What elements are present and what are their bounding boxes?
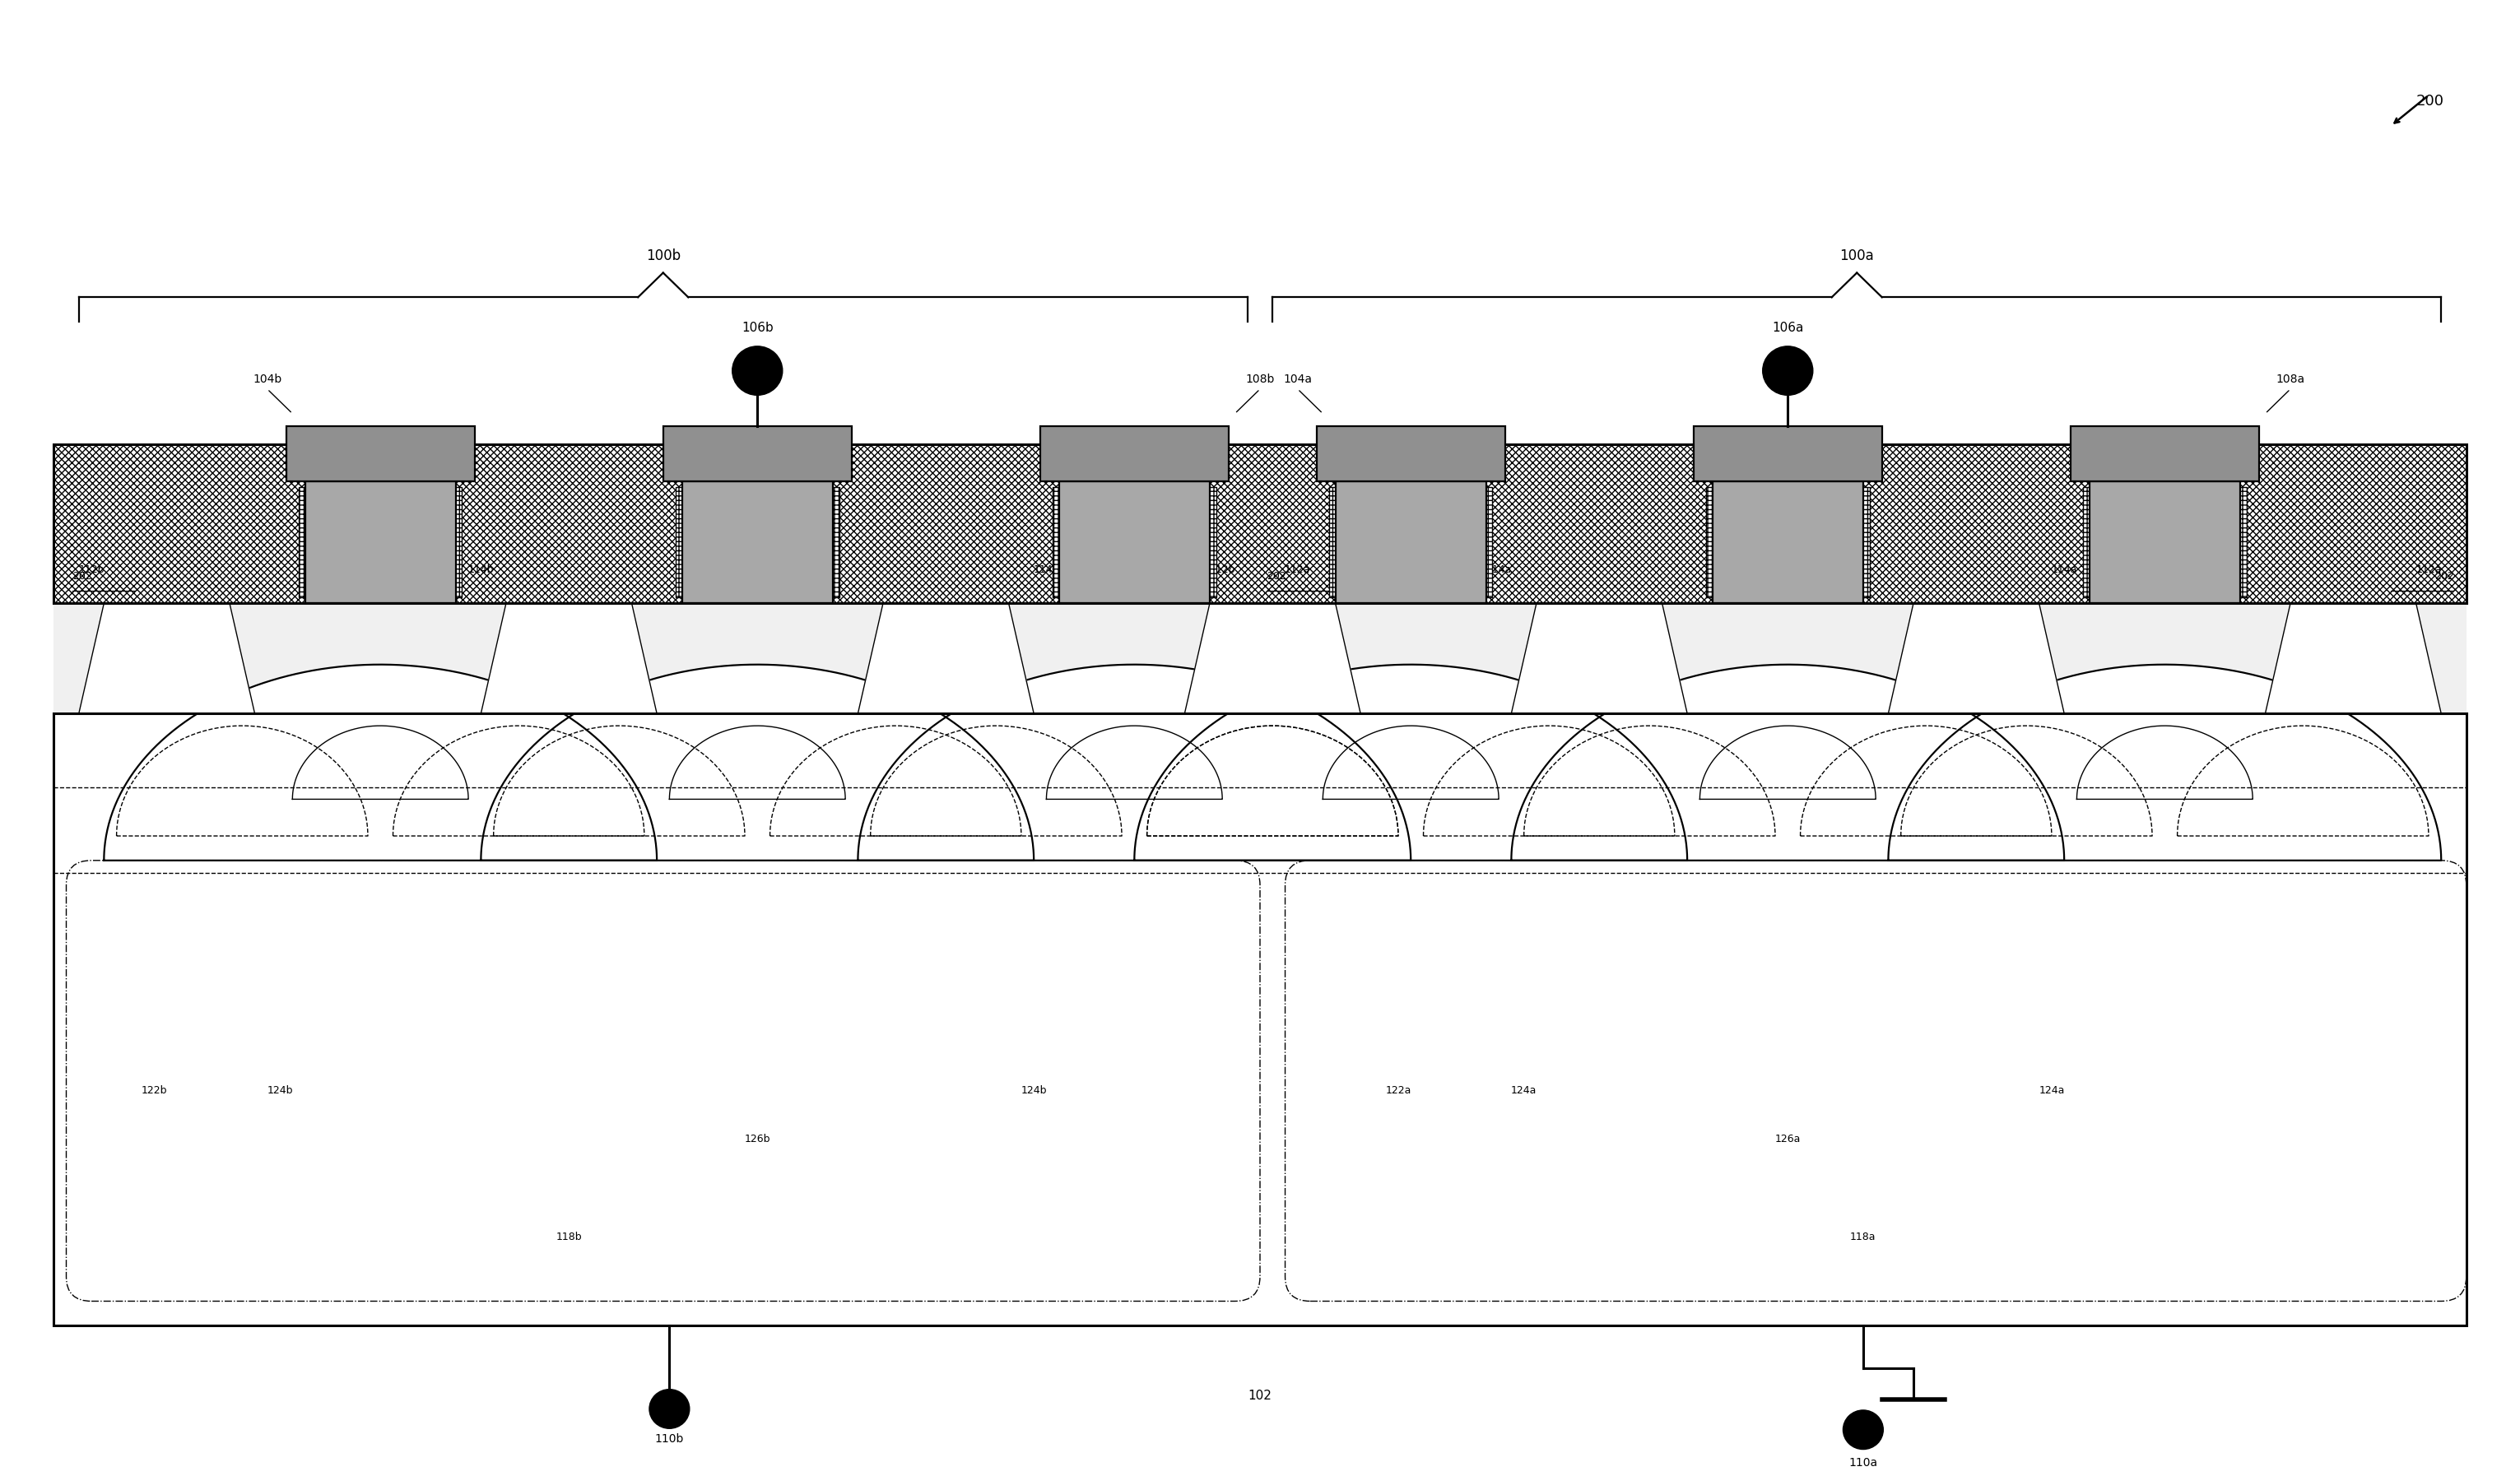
Text: 106b: 106b [741, 322, 774, 334]
Text: 112a: 112a [1285, 564, 1310, 576]
Text: 104a: 104a [1283, 373, 1313, 385]
Bar [1053, 487, 1217, 598]
Text: 124b: 124b [267, 1085, 292, 1095]
Bar [1714, 481, 1862, 604]
Bar [1315, 425, 1504, 481]
Text: 118b: 118b [557, 1232, 582, 1243]
Text: 100a: 100a [1840, 248, 1875, 263]
Polygon shape [1887, 604, 2064, 713]
Text: 122b: 122b [141, 1085, 166, 1095]
Bar [2089, 481, 2240, 604]
Bar [1041, 425, 1230, 481]
Bar [1336, 481, 1487, 604]
Circle shape [1842, 1410, 1882, 1449]
Bar [300, 487, 461, 598]
Polygon shape [1512, 664, 2064, 861]
Text: 200: 200 [2417, 94, 2444, 109]
Polygon shape [2265, 604, 2442, 713]
Text: 202: 202 [1265, 571, 1285, 582]
Text: 104b: 104b [252, 373, 282, 385]
Bar [675, 487, 839, 598]
Text: 112b: 112b [78, 564, 103, 576]
Bar [305, 481, 456, 604]
Polygon shape [1512, 604, 1688, 713]
Text: 102: 102 [1247, 1389, 1273, 1402]
Polygon shape [857, 664, 1411, 861]
Text: 124a: 124a [1512, 1085, 1537, 1095]
Polygon shape [1887, 664, 2442, 861]
Polygon shape [1184, 604, 1361, 713]
Bar [287, 425, 474, 481]
Text: 108a: 108a [2276, 373, 2306, 385]
Bar [2084, 487, 2245, 598]
Text: 112a: 112a [2417, 564, 2442, 576]
Text: 100b: 100b [645, 248, 680, 263]
Bar [53, 713, 2467, 1325]
Polygon shape [1134, 664, 1688, 861]
Circle shape [1761, 347, 1812, 396]
Bar [1058, 481, 1210, 604]
Text: 122a: 122a [1386, 1085, 1411, 1095]
Circle shape [650, 1389, 690, 1429]
Text: 108b: 108b [1245, 373, 1275, 385]
Text: 202: 202 [73, 571, 93, 582]
Text: 118a: 118a [1850, 1232, 1875, 1243]
Circle shape [733, 347, 784, 396]
Polygon shape [103, 664, 658, 861]
Text: 124b: 124b [1021, 1085, 1046, 1095]
Text: 112b: 112b [1210, 564, 1235, 576]
Bar [663, 425, 852, 481]
Text: 114a: 114a [1487, 564, 1512, 576]
Text: 114a: 114a [2051, 564, 2076, 576]
Polygon shape [857, 604, 1033, 713]
Bar [683, 481, 832, 604]
Text: 114b: 114b [469, 564, 494, 576]
Bar [1693, 425, 1882, 481]
Text: 126b: 126b [743, 1134, 771, 1144]
Text: 106a: 106a [1772, 322, 1804, 334]
Bar [1706, 487, 1870, 598]
Bar [2071, 425, 2258, 481]
Text: 126a: 126a [1774, 1134, 1802, 1144]
Polygon shape [481, 604, 658, 713]
Text: 124a: 124a [2039, 1085, 2064, 1095]
Bar [1328, 487, 1492, 598]
Text: 114b: 114b [1033, 564, 1058, 576]
Bar [53, 444, 2467, 604]
Text: 110a: 110a [1850, 1457, 1877, 1469]
Bar [53, 604, 2467, 713]
Polygon shape [78, 604, 255, 713]
Text: 202: 202 [2434, 571, 2454, 582]
Text: 110b: 110b [655, 1433, 683, 1445]
Polygon shape [481, 664, 1033, 861]
Text: 120b: 120b [743, 564, 771, 576]
Text: 120a: 120a [1774, 564, 1802, 576]
